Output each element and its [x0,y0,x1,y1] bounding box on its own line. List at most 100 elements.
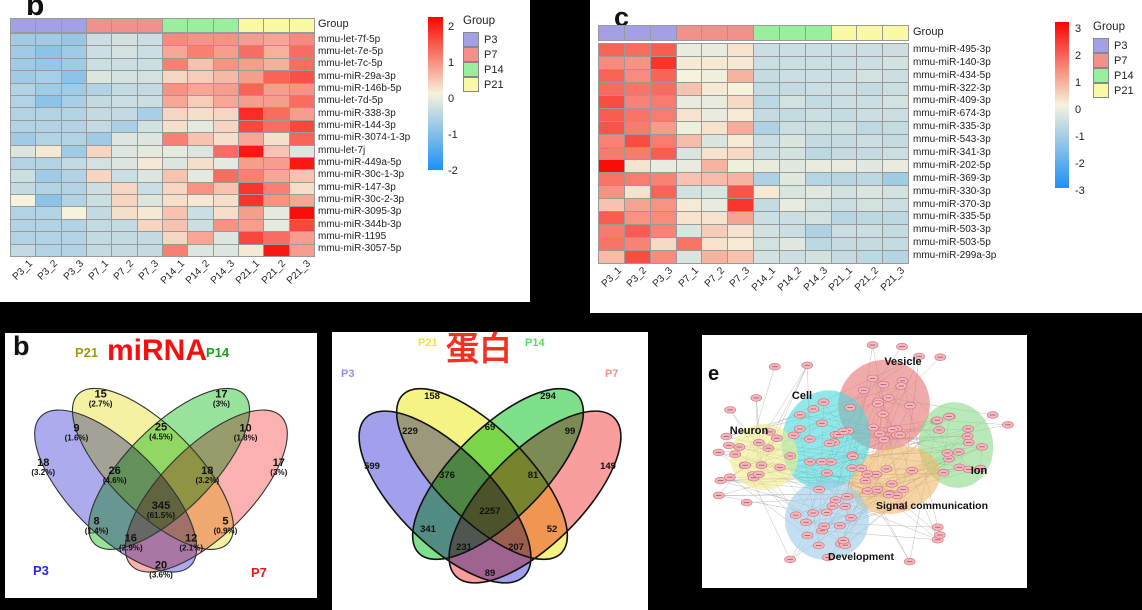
venn-pct-p3_p14_p7: (2.9%) [119,543,143,552]
heatmap-cell [831,56,857,69]
heatmap-cell [754,108,779,121]
heatmap-cell [857,134,883,147]
heatmap-cell [87,157,112,170]
heatmap-cell [36,46,61,58]
heatmap-cell [213,120,238,133]
heatmap-row-label: mmu-miR-338-3p [318,107,396,119]
heatmap-cell [831,82,857,95]
group-strip-cell [213,19,238,32]
heatmap-cell [264,95,289,108]
heatmap-cell [857,225,883,238]
heatmap-cell [624,82,650,95]
venn-count-p3: 18 [37,457,49,469]
heatmap-cell [728,82,753,95]
heatmap-cell [676,95,702,108]
heatmap-cell [264,219,289,232]
heatmap-cell [728,69,753,82]
legend-label: P3 [1114,40,1128,52]
venn-ellipse-outline-p21 [395,387,569,561]
heatmap-cell [112,232,137,244]
heatmap-col-label: P21_1 [234,258,263,287]
venn-count-p3_p21_p7: 12 [185,532,197,544]
heatmap-col-label: P7_1 [676,265,701,290]
venn-count-p7: 149 [600,461,616,472]
heatmap-cell [289,244,314,256]
cluster-blob-signal-communication [849,445,941,515]
heatmap-col-label: P7_2 [111,258,137,283]
heatmap-cell [137,133,162,145]
heatmap-cell [61,46,86,58]
heatmap-cell [87,182,112,195]
heatmap-cell [36,170,61,182]
heatmap-cell [137,108,162,120]
venn-count-p14_p7: 99 [565,426,576,437]
heatmap-cell [239,145,264,157]
heatmap-cell [599,44,624,56]
heatmap-cell [112,207,137,219]
heatmap-cell [239,232,264,244]
heatmap-cell [264,145,289,157]
heatmap-cell [831,44,857,56]
group-strip-cell [599,26,624,40]
heatmap-cell [289,145,314,157]
venn-count-p3_p21_p14: 26 [109,465,121,477]
heatmap-row-label: mmu-miR-543-3p [913,134,991,146]
heatmap-cell [213,83,238,95]
heatmap-cell [61,95,86,108]
heatmap-cell [676,186,702,199]
heatmap-cell [87,195,112,207]
heatmap-cell [188,232,213,244]
group-strip-cell [883,26,908,40]
heatmap-cell [11,120,36,133]
cluster-label-vesicle: Vesicle [884,356,921,368]
heatmap-cell [831,251,857,263]
heatmap-cell [239,108,264,120]
heatmap-cell [264,108,289,120]
heatmap-cell [264,232,289,244]
heatmap-cell [624,69,650,82]
heatmap-cell [188,34,213,46]
legend-swatch [1093,53,1109,68]
heatmap-row-label: mmu-miR-369-3p [913,172,991,184]
heatmap-cell [289,232,314,244]
heatmap-cell [599,238,624,251]
venn-pct-p14: (3%) [213,399,230,408]
heatmap-cell [213,133,238,145]
heatmap-cell [163,34,188,46]
panel-letter-e: e [708,363,720,385]
heatmap-cell [61,71,86,83]
heatmap-cell [754,173,779,186]
venn-mirna-set-label-p3: P3 [33,563,49,578]
heatmap-cell [883,199,908,212]
group-strip-cell [264,19,289,32]
heatmap-cell [11,83,36,95]
cluster-label-development: Development [828,551,894,563]
heatmap-cell [676,238,702,251]
heatmap-cell [11,58,36,71]
heatmap-cell [137,244,162,256]
heatmap-col-label: P3_2 [625,265,650,290]
heatmap-cell [213,170,238,182]
legend-title: Group [463,15,495,27]
heatmap-cell [188,58,213,71]
heatmap-cell [163,195,188,207]
heatmap-cell [676,173,702,186]
heatmap-cell [112,46,137,58]
heatmap-cell [188,195,213,207]
heatmap-cell [213,207,238,219]
legend-swatch [1093,38,1109,53]
heatmap-cell [36,145,61,157]
group-strip-cell [779,26,805,40]
heatmap-cell [779,121,805,134]
heatmap-cell [87,120,112,133]
heatmap-row-label: mmu-let-7d-5p [318,95,384,107]
heatmap-cell [188,71,213,83]
heatmap-cell [289,83,314,95]
group-strip-cell [137,19,162,32]
heatmap-row-label: mmu-let-7c-5p [318,58,383,70]
venn-protein-set-label-p14: P14 [525,337,545,349]
heatmap-cell [650,44,676,56]
heatmap-cell [213,195,238,207]
heatmap-cell [599,186,624,199]
heatmap-col-label: P21_3 [284,258,313,287]
